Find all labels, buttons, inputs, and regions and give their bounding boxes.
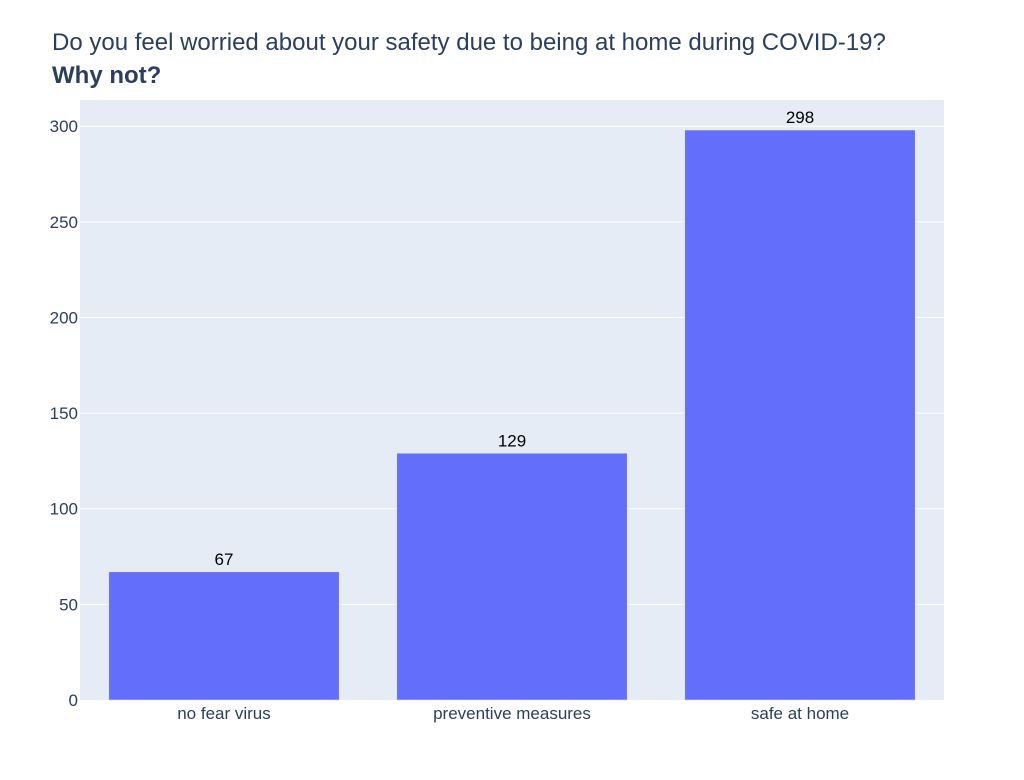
y-tick-label: 50 xyxy=(59,595,78,614)
x-axis-ticks: no fear virus preventive measures safe at … xyxy=(177,704,849,723)
y-axis-ticks: 0 50 100 150 200 250 300 xyxy=(50,117,78,710)
x-tick-label: safe at home xyxy=(751,704,849,723)
chart-subtitle: Why not? xyxy=(52,62,161,89)
y-tick-label: 150 xyxy=(50,404,78,423)
y-tick-label: 200 xyxy=(50,308,78,327)
y-tick-label: 300 xyxy=(50,117,78,136)
bar-preventive-measures[interactable] xyxy=(396,453,628,701)
y-tick-label: 0 xyxy=(69,691,78,710)
x-tick-label: preventive measures xyxy=(433,704,591,723)
data-label: 129 xyxy=(498,431,526,450)
x-tick-label: no fear virus xyxy=(177,704,271,723)
bar-no-fear-virus[interactable] xyxy=(108,571,340,701)
y-tick-label: 100 xyxy=(50,500,78,519)
chart-title: Do you feel worried about your safety du… xyxy=(52,29,886,56)
y-tick-label: 250 xyxy=(50,213,78,232)
data-label: 67 xyxy=(215,550,234,569)
data-label: 298 xyxy=(786,108,814,127)
bar-safe-at-home[interactable] xyxy=(684,129,916,701)
bars xyxy=(108,129,916,701)
data-labels: 67 129 298 xyxy=(215,108,815,569)
